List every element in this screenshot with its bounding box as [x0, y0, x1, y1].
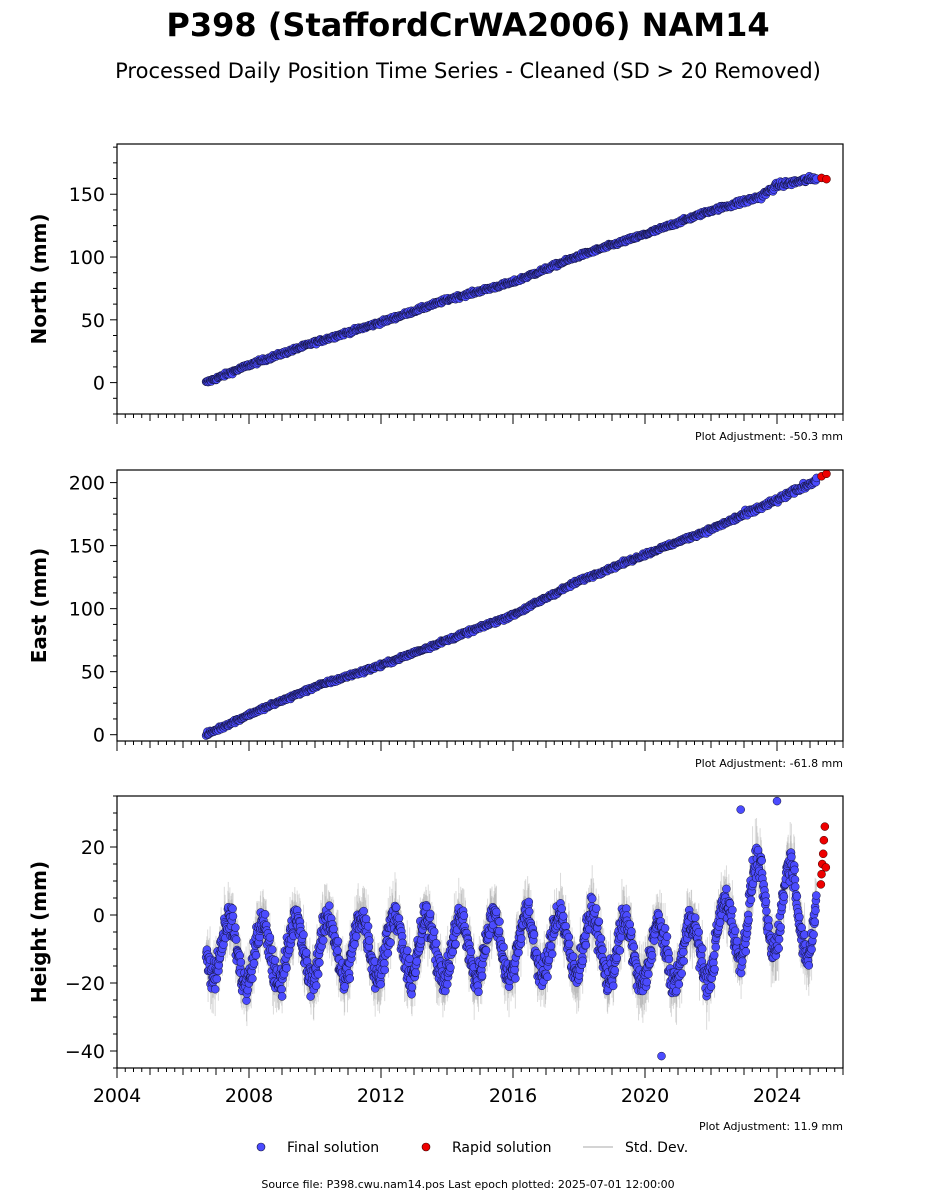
- final-point: [228, 911, 238, 921]
- panel-2: 0 50 100 150 200 East (mm) Plot Adjustment: -6…: [27, 469, 844, 770]
- final-point: [265, 933, 275, 942]
- panels: 0 50 100 150 North (mm) Plot Adjustment: -50.…: [27, 143, 844, 1133]
- final-point: [299, 930, 308, 939]
- final-point: [363, 922, 373, 931]
- final-solution-series: [201, 171, 821, 387]
- final-point: [248, 974, 257, 983]
- y-tick-label: 50: [81, 310, 105, 332]
- final-point: [325, 901, 334, 910]
- figure-subtitle: Processed Daily Position Time Series - C…: [115, 59, 821, 83]
- plot-area: [201, 796, 831, 1061]
- final-point: [365, 936, 374, 945]
- final-point: [359, 906, 368, 916]
- final-point: [313, 969, 323, 979]
- y-axis-label: East (mm): [27, 548, 51, 664]
- final-point: [277, 992, 287, 1001]
- y-axis-label: North (mm): [27, 213, 51, 344]
- panel-1: 0 50 100 150 North (mm) Plot Adjustment: -50.…: [27, 143, 844, 443]
- y-tick-label: 100: [69, 599, 105, 621]
- rapid-solution-series: [817, 173, 831, 184]
- final-solution-series: [201, 796, 821, 1061]
- y-tick-label: 0: [93, 725, 105, 747]
- final-point: [329, 924, 338, 934]
- final-point: [351, 932, 361, 941]
- final-point: [306, 992, 315, 1001]
- y-tick-label: 150: [69, 536, 105, 558]
- final-point: [345, 974, 355, 983]
- std-dev-bars: [205, 478, 817, 739]
- final-point: [350, 940, 359, 949]
- y-tick-label: 150: [69, 184, 105, 206]
- rapid-solution-series: [817, 470, 831, 481]
- final-point: [333, 946, 342, 955]
- final-point: [282, 963, 291, 973]
- final-point: [319, 936, 328, 945]
- final-point: [231, 923, 240, 932]
- plot-adjustment: Plot Adjustment: -61.8 mm: [695, 757, 843, 770]
- final-point: [270, 956, 280, 965]
- final-point: [228, 904, 237, 913]
- y-tick-label: 100: [69, 247, 105, 269]
- final-point: [311, 981, 321, 990]
- final-point: [267, 945, 277, 954]
- final-point: [210, 984, 220, 994]
- final-point: [251, 950, 261, 960]
- final-point: [333, 936, 343, 946]
- figure-title: P398 (StaffordCrWA2006) NAM14: [166, 6, 769, 44]
- final-point: [277, 985, 286, 994]
- final-point: [340, 982, 349, 991]
- final-point: [236, 957, 246, 967]
- final-point: [249, 959, 259, 968]
- plot-area: [201, 171, 831, 387]
- final-point: [315, 958, 324, 967]
- y-tick-label: 200: [69, 473, 105, 495]
- rapid-point: [822, 174, 831, 184]
- final-solution-series: [201, 473, 821, 740]
- final-point: [212, 974, 222, 984]
- rapid-point: [822, 470, 831, 479]
- y-tick-label: 50: [81, 662, 105, 684]
- axes-frame: [116, 469, 844, 742]
- y-tick-label: 0: [93, 373, 105, 395]
- final-point: [231, 935, 241, 944]
- plot-area: [201, 470, 831, 740]
- final-point: [260, 909, 270, 919]
- final-point: [302, 948, 311, 957]
- plot-adjustment: Plot Adjustment: -50.3 mm: [695, 430, 843, 443]
- final-point: [361, 914, 371, 924]
